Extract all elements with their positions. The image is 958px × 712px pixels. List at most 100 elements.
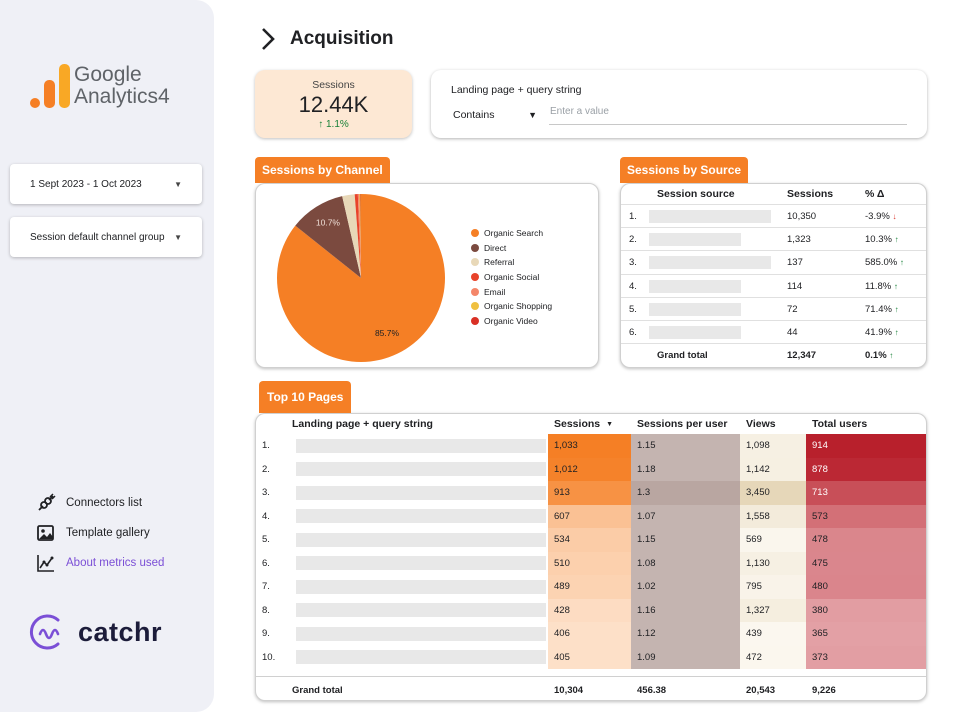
table-row[interactable]: 6. 44 41.9% ↑	[621, 320, 926, 343]
views-col-header[interactable]: Views	[746, 418, 776, 430]
table-row[interactable]: 5. 72 71.4% ↑	[621, 296, 926, 320]
pages-grand-total: Grand total 10,304 456.38 20,543 9,226	[256, 676, 926, 700]
sidebar-links: Connectors list Template gallery About m…	[36, 488, 164, 578]
spu-col-header[interactable]: Sessions per user	[637, 418, 728, 430]
table-row[interactable]: 3. 137 585.0% ↑	[621, 250, 926, 273]
chevron-right-icon[interactable]	[258, 26, 278, 52]
pages-section-title: Top 10 Pages	[259, 381, 352, 413]
sessions-col-header[interactable]: Sessions ▼	[554, 414, 613, 434]
row-spu: 1.02	[631, 575, 740, 599]
redacted-url-bar	[296, 603, 546, 618]
table-row[interactable]: 1. 1,033 1.15 1,098 914	[256, 434, 926, 458]
legend-swatch	[471, 273, 479, 282]
about-metrics-link[interactable]: About metrics used	[36, 548, 164, 578]
row-views: 472	[740, 645, 806, 669]
template-gallery-link[interactable]: Template gallery	[36, 518, 164, 548]
table-row[interactable]: 7. 489 1.02 795 480	[256, 575, 926, 599]
scorecard-delta: ↑ 1.1%	[255, 119, 412, 130]
table-row[interactable]: 4. 114 11.8% ↑	[621, 273, 926, 297]
legend-item[interactable]: Organic Search	[471, 226, 552, 241]
channel-card: 85.7% 10.7% Organic Search Direct Referral O…	[255, 183, 599, 368]
row-views: 795	[740, 575, 806, 599]
row-sessions: 10,350	[787, 211, 817, 222]
arrow-up-icon: ↑	[894, 304, 899, 314]
redacted-source-bar	[649, 302, 741, 316]
row-delta: 11.8% ↑	[865, 280, 898, 292]
legend-swatch	[471, 316, 479, 325]
delta-col-header[interactable]: % Δ	[865, 188, 885, 200]
row-views: 3,450	[740, 481, 806, 505]
ga-logo-text: Google Analytics4	[74, 64, 170, 108]
row-sessions: 72	[787, 303, 798, 315]
arrow-up-icon: ↑	[893, 281, 898, 291]
table-row[interactable]: 2. 1,012 1.18 1,142 878	[256, 457, 926, 482]
ga-logo-version: 4	[158, 85, 170, 108]
pie-slice-referral[interactable]	[342, 194, 361, 278]
legend-item[interactable]: Email	[471, 284, 552, 299]
source-col-header[interactable]: Session source	[657, 188, 735, 200]
total-sessions: 12,347	[787, 350, 817, 362]
date-range-picker[interactable]: 1 Sept 2023 - 1 Oct 2023 ▼	[10, 164, 202, 204]
legend-swatch	[471, 287, 479, 296]
row-spu: 1.12	[631, 622, 740, 646]
pie-legend: Organic Search Direct Referral Organic Soci…	[471, 226, 552, 328]
row-landing-page	[290, 458, 546, 482]
redacted-source-bar	[649, 256, 771, 270]
row-landing-page	[290, 552, 546, 576]
legend-label: Organic Social	[484, 272, 540, 283]
arrow-up-icon: ↑	[894, 328, 899, 337]
row-rank: 4.	[629, 280, 637, 292]
row-sessions: 534	[548, 528, 631, 552]
channel-group-dropdown[interactable]: Session default channel group ▼	[10, 217, 202, 257]
total-views: 20,543	[746, 685, 776, 696]
analytics-bars-icon	[30, 62, 70, 108]
legend-label: Referral	[484, 257, 515, 268]
scorecard-value: 12.44K	[298, 92, 369, 117]
filter-operator-dropdown[interactable]: Contains ▼	[453, 106, 537, 124]
table-row[interactable]: 3. 913 1.3 3,450 713	[256, 481, 926, 505]
row-sessions: 607	[548, 504, 631, 528]
table-row[interactable]: 6. 510 1.08 1,130 475	[256, 551, 926, 576]
table-row[interactable]: 10. 405 1.09 472 373	[256, 645, 926, 669]
total-label: Grand total	[657, 350, 708, 362]
pie-slice-email[interactable]	[357, 194, 361, 278]
pie-slice-organic-social[interactable]	[354, 194, 361, 278]
table-row[interactable]: 4. 607 1.07 1,558 573	[256, 504, 926, 528]
table-row[interactable]: 8. 428 1.16 1,327 380	[256, 598, 926, 623]
landing-page-col-header[interactable]: Landing page + query string	[292, 418, 433, 430]
table-row[interactable]: 1. 10,350 -3.9% ↓	[621, 204, 926, 227]
legend-item[interactable]: Organic Social	[471, 270, 552, 285]
row-landing-page	[290, 599, 546, 623]
row-sessions: 428	[548, 598, 631, 622]
legend-item[interactable]: Organic Video	[471, 314, 552, 329]
legend-item[interactable]: Referral	[471, 255, 552, 270]
sessions-col-header[interactable]: Sessions	[787, 188, 834, 200]
caret-down-icon: ▼	[174, 232, 182, 242]
redacted-url-bar	[296, 579, 546, 594]
catchr-logo: catchr	[28, 614, 162, 650]
table-row[interactable]: 5. 534 1.15 569 478	[256, 528, 926, 552]
users-col-header[interactable]: Total users	[812, 418, 868, 430]
legend-swatch	[471, 229, 479, 238]
redacted-url-bar	[296, 626, 546, 641]
redacted-url-bar	[296, 532, 546, 547]
sort-desc-icon: ▼	[606, 420, 614, 428]
row-rank: 2.	[262, 463, 270, 475]
row-sessions: 489	[548, 575, 631, 599]
legend-swatch	[471, 258, 479, 267]
legend-item[interactable]: Direct	[471, 241, 552, 256]
pie-slice-direct[interactable]	[295, 196, 361, 278]
row-spu: 1.09	[631, 645, 740, 669]
filter-operator-value: Contains	[453, 109, 495, 121]
scorecard-label: Sessions	[312, 79, 355, 91]
row-landing-page	[290, 528, 546, 552]
pie-slice-organic-shopping[interactable]	[359, 194, 361, 278]
row-delta: -3.9% ↓	[865, 211, 897, 222]
table-row[interactable]: 9. 406 1.12 439 365	[256, 622, 926, 646]
legend-item[interactable]: Organic Shopping	[471, 299, 552, 314]
row-views: 1,558	[740, 504, 806, 528]
table-row[interactable]: 2. 1,323 10.3% ↑	[621, 227, 926, 250]
row-rank: 3.	[629, 257, 637, 269]
filter-value-input[interactable]: Enter a value	[549, 106, 907, 125]
connectors-list-link[interactable]: Connectors list	[36, 488, 164, 518]
